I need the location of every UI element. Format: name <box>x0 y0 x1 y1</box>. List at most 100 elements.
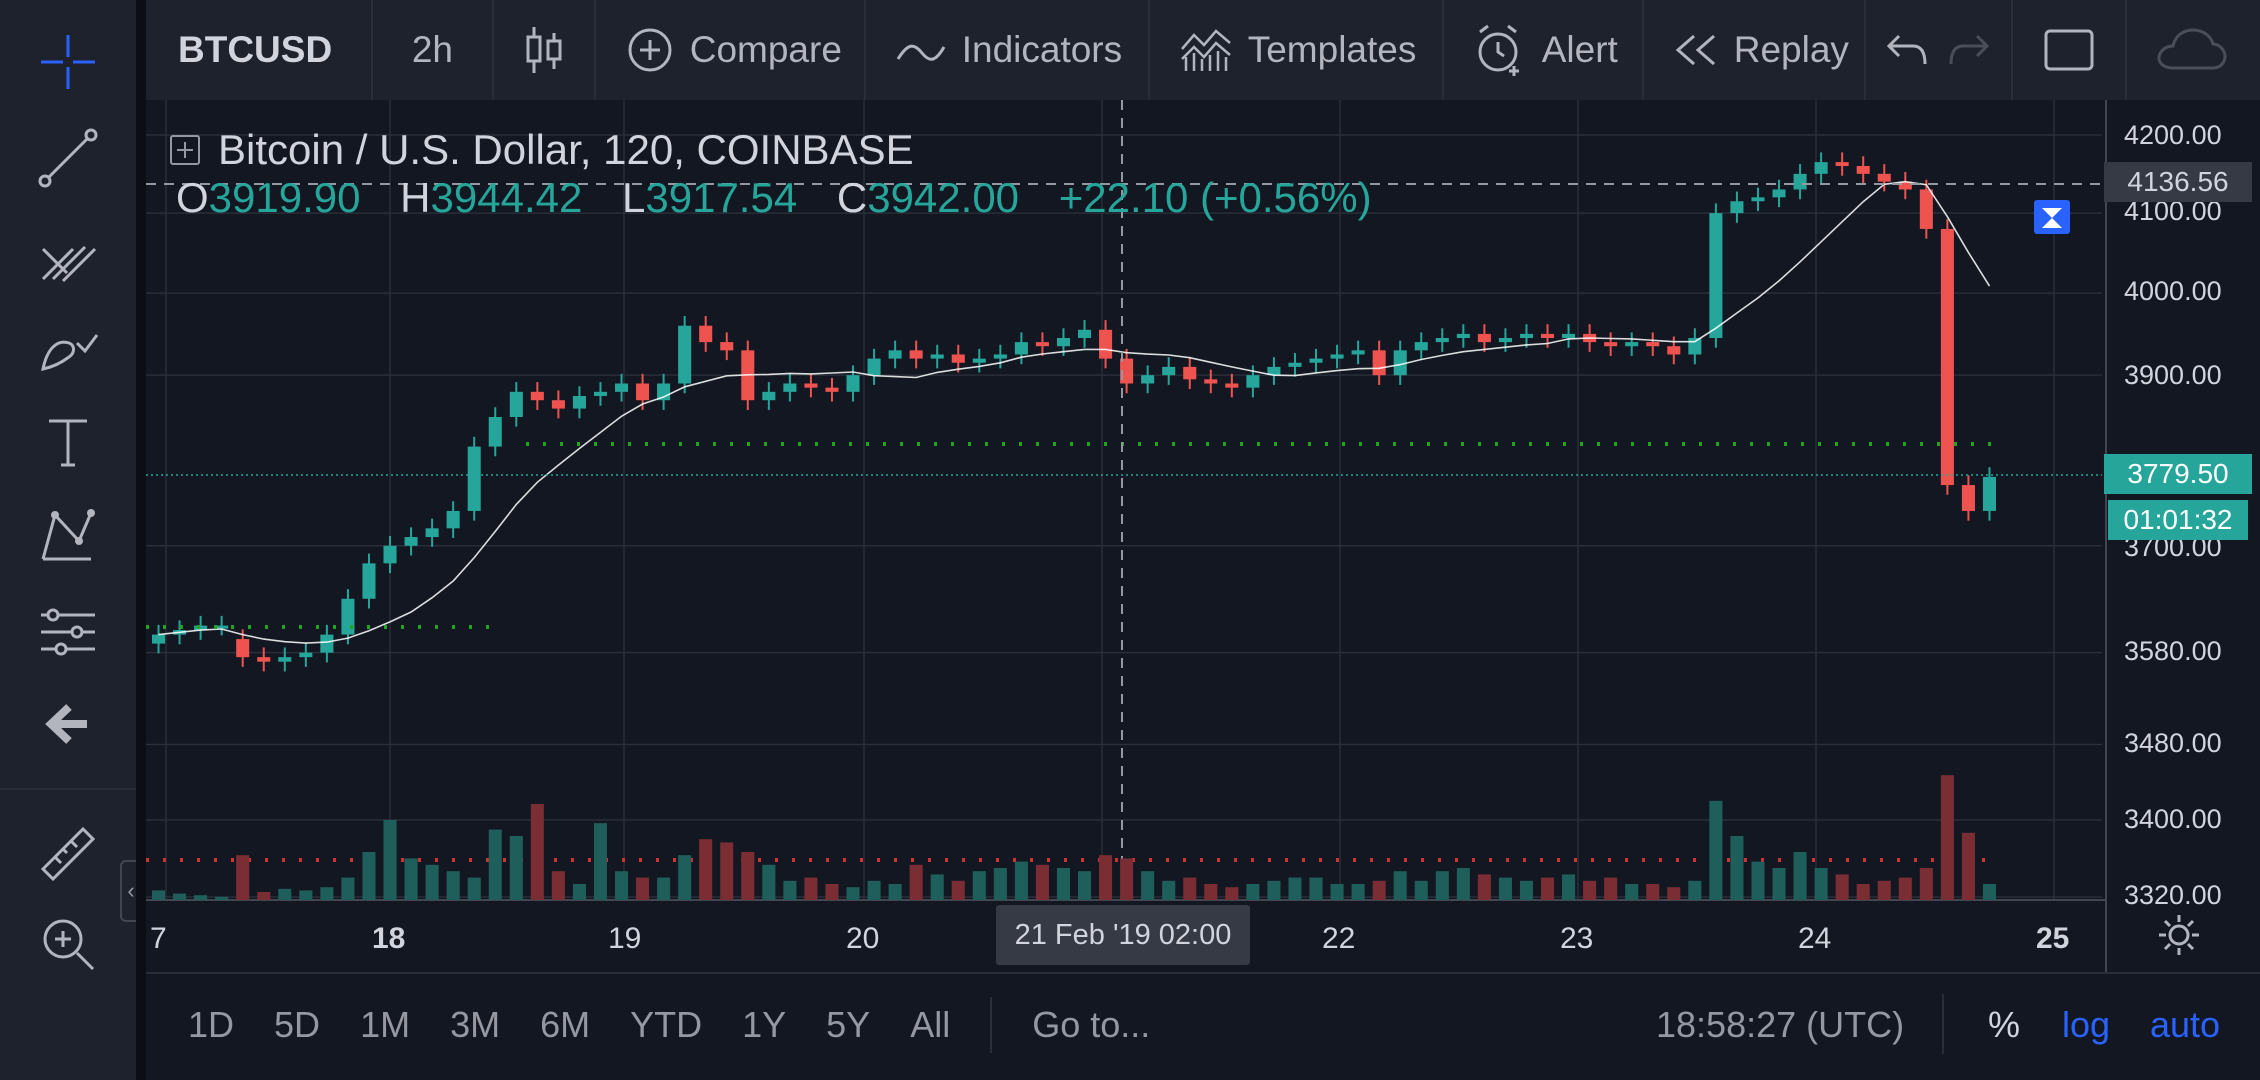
candle-body <box>236 639 250 658</box>
compare-button[interactable]: Compare <box>596 0 866 100</box>
volume-bar <box>1078 871 1092 900</box>
volume-bar <box>173 893 187 900</box>
cloud-save-button[interactable] <box>2127 0 2260 100</box>
chart-type-button[interactable] <box>494 0 596 100</box>
templates-icon <box>1180 29 1231 71</box>
candle-body <box>1604 342 1618 347</box>
candle-body <box>1562 333 1576 338</box>
range-1y-button[interactable]: 1Y <box>742 1004 787 1045</box>
indicator-wave-icon <box>896 44 946 61</box>
volume-bar <box>741 852 755 900</box>
zoom-in-icon[interactable] <box>30 906 106 982</box>
chart-settings-button[interactable] <box>2114 910 2244 960</box>
candle-body <box>762 391 776 401</box>
change-value: +22.10 (+0.56%) <box>1058 174 1372 221</box>
candle-body <box>1982 476 1997 511</box>
range-6m-button[interactable]: 6M <box>540 1004 591 1045</box>
volume-bar <box>783 880 797 900</box>
range-1m-button[interactable]: 1M <box>360 1004 411 1045</box>
interval-button[interactable]: 2h <box>373 0 494 100</box>
undo-icon[interactable] <box>1885 32 1929 68</box>
bottom-divider <box>990 997 993 1053</box>
back-arrow-icon[interactable] <box>30 686 106 762</box>
volume-bar <box>1351 884 1365 900</box>
range-3m-button[interactable]: 3M <box>450 1004 501 1045</box>
replay-button[interactable]: Replay <box>1644 0 1866 100</box>
volume-bar <box>1393 871 1407 900</box>
replay-label: Replay <box>1733 29 1849 70</box>
price-chart[interactable] <box>146 100 2260 972</box>
time-tick: 24 <box>1798 922 1832 955</box>
volume-bar <box>1667 887 1681 900</box>
text-icon[interactable] <box>30 404 106 480</box>
candle-body <box>678 325 692 384</box>
volume-bar <box>909 864 923 900</box>
candle-body <box>1646 342 1660 347</box>
candle-body <box>909 350 923 359</box>
volume-bar <box>888 884 902 900</box>
range-5y-button[interactable]: 5Y <box>826 1004 871 1045</box>
volume-bar <box>1688 880 1702 900</box>
log-scale-button[interactable]: log <box>2062 1004 2111 1045</box>
templates-button[interactable]: Templates <box>1150 0 1444 100</box>
prediction-icon[interactable] <box>30 594 106 670</box>
volume-bar <box>1099 855 1113 900</box>
volume-bar <box>867 880 881 900</box>
range-all-button[interactable]: All <box>910 1004 951 1045</box>
range-1d-button[interactable]: 1D <box>188 1004 235 1045</box>
candle-body <box>1961 485 1975 511</box>
range-5d-button[interactable]: 5D <box>274 1004 321 1045</box>
volume-bar <box>1856 884 1870 900</box>
volume-bar <box>530 804 544 900</box>
volume-bar <box>1204 884 1218 900</box>
fullscreen-button[interactable] <box>2013 0 2127 100</box>
ruler-icon[interactable] <box>30 816 106 892</box>
candle-body <box>320 634 334 653</box>
chart-area[interactable]: Bitcoin / U.S. Dollar, 120, COINBASE O39… <box>146 100 2260 972</box>
expand-legend-icon[interactable] <box>170 135 200 165</box>
trend-line-icon[interactable] <box>30 120 106 196</box>
volume-bar <box>1014 861 1028 900</box>
price-tick: 3320.00 <box>2124 880 2222 910</box>
candle-body <box>1456 333 1470 338</box>
time-tick: 23 <box>1560 922 1594 955</box>
candle-body <box>1267 366 1281 376</box>
percent-scale-button[interactable]: % <box>1988 1004 2021 1045</box>
candle-body <box>699 325 713 343</box>
redo-icon[interactable] <box>1947 32 1991 68</box>
utc-clock[interactable]: 18:58:27 (UTC) <box>1656 1004 1905 1045</box>
range-ytd-button[interactable]: YTD <box>630 1004 703 1045</box>
candle-body <box>551 400 565 409</box>
volume-bar <box>257 892 271 900</box>
candle-body <box>593 391 608 397</box>
alert-button[interactable]: Alert <box>1444 0 1644 100</box>
auto-scale-button[interactable]: auto <box>2150 1004 2221 1045</box>
crosshair-icon[interactable] <box>30 24 106 100</box>
indicators-button[interactable]: Indicators <box>866 0 1150 100</box>
candle-body <box>257 657 271 662</box>
volume-bar <box>825 884 839 900</box>
symbol-search-button[interactable]: BTCUSD <box>146 0 374 100</box>
volume-bar <box>1793 852 1807 900</box>
top-toolbar: BTCUSD 2h Compare Indicators Templates A… <box>146 0 2260 100</box>
pattern-icon[interactable] <box>30 498 106 574</box>
indicators-label: Indicators <box>961 29 1123 70</box>
brush-icon[interactable] <box>30 310 106 386</box>
volume-bar <box>1583 880 1597 900</box>
volume-bar <box>383 820 397 900</box>
volume-bar <box>678 855 692 900</box>
volume-bar <box>615 871 629 900</box>
candle-body <box>1625 342 1639 347</box>
candle-body <box>383 545 397 564</box>
candle-body <box>972 358 986 363</box>
volume-bar <box>1456 868 1470 900</box>
price-tick: 3400.00 <box>2124 804 2222 834</box>
candle-body <box>1246 375 1260 388</box>
pitchfork-icon[interactable] <box>30 216 106 292</box>
go-to-date-button[interactable]: Go to... <box>1032 1004 1151 1045</box>
volume-bar <box>1435 871 1449 900</box>
candle-body <box>1541 333 1555 338</box>
candle-body <box>194 625 208 631</box>
square-icon <box>2044 29 2094 71</box>
candle-body <box>720 342 734 351</box>
